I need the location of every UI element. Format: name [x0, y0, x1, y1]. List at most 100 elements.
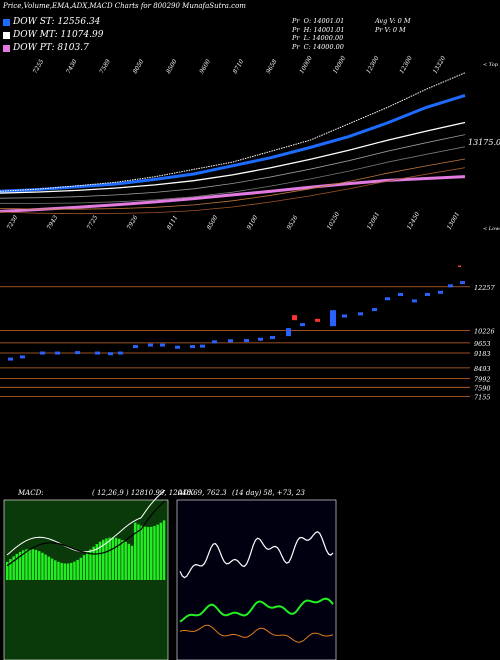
ohlc-low: L: 14000.00	[303, 34, 344, 42]
dow-st-label: DOW ST: 12556.34	[13, 17, 101, 27]
candle	[228, 339, 233, 343]
price-level-label: 7590	[474, 384, 491, 392]
top-tick-label: 8710	[232, 58, 246, 75]
dow-mt-label: DOW MT: 11074.99	[13, 30, 104, 40]
macd-histogram-bar	[146, 527, 150, 580]
macd-histogram-bar	[70, 562, 73, 580]
macd-histogram-bar	[134, 522, 137, 580]
top-tick-label: 7430	[65, 58, 79, 75]
macd-histogram-bar	[44, 554, 47, 580]
adx-values: (14 day) 58, +73, 23	[232, 489, 305, 497]
top-tick-label: 8500	[165, 58, 179, 75]
top-tick-label: 9600	[198, 58, 212, 75]
candle	[175, 345, 180, 349]
top-tick-label: 8050	[132, 58, 146, 75]
candle	[190, 345, 195, 349]
macd-histogram-bar	[92, 546, 95, 580]
price-level-label: 8493	[474, 365, 491, 373]
macd-histogram-bar	[153, 525, 156, 580]
bottom-tick-label: 12061	[366, 211, 382, 231]
brand-text: MunafaSutra.com	[182, 2, 246, 10]
candle	[118, 351, 123, 355]
macd-histogram-bar	[98, 541, 102, 580]
adx-line	[179, 530, 334, 579]
top-tick-label: 13320	[432, 55, 448, 75]
candle	[458, 265, 461, 267]
macd-histogram-bar	[105, 538, 108, 580]
candle	[425, 292, 430, 296]
bottom-tick-label: 12450	[406, 211, 422, 231]
candle	[55, 351, 60, 355]
price-level-label: 7155	[474, 394, 491, 402]
macd-histogram-bar	[82, 555, 86, 580]
ohlc-row: Pr H: 14001.01	[292, 26, 345, 35]
macd-histogram-bar	[18, 551, 22, 580]
envelope-line	[0, 158, 466, 210]
macd-histogram-bar	[118, 538, 121, 580]
dow-pt-label: DOW PT: 8103.7	[13, 43, 89, 53]
macd-histogram-bar	[111, 537, 115, 580]
bottom-tick-label: 7943	[46, 214, 60, 231]
macd-histogram-bar	[25, 549, 28, 580]
macd-histogram-bar	[41, 552, 44, 580]
macd-histogram-bar	[34, 549, 38, 580]
macd-histogram-bar	[89, 549, 92, 580]
top-tag: < Top	[483, 62, 499, 68]
price-line	[0, 72, 466, 192]
ohlc-key: Pr	[292, 25, 300, 34]
macd-histogram-bar	[12, 556, 15, 580]
ohlc-close: C: 14000.00	[303, 42, 344, 51]
ohlc-key: Pr	[292, 34, 300, 42]
macd-histogram-bar	[156, 524, 159, 580]
envelope-line	[0, 167, 466, 215]
dow-pt-swatch	[3, 44, 10, 52]
envelope-line	[0, 134, 466, 199]
candle	[108, 352, 113, 356]
top-tick-label: 9658	[265, 58, 279, 75]
macd-histogram-bar	[108, 537, 111, 580]
candle	[385, 297, 390, 301]
ohlc-row: Pr O: 14001.01	[292, 17, 345, 26]
macd-histogram-bar	[73, 561, 76, 580]
macd-histogram-bar	[159, 522, 163, 580]
price-level-label: 10226	[474, 328, 495, 336]
candle	[258, 337, 263, 341]
candle	[448, 284, 453, 288]
macd-histogram-bar	[57, 561, 60, 580]
macd-histogram-bar	[66, 563, 70, 580]
candle	[133, 345, 138, 349]
macd-histogram-bar	[150, 526, 153, 580]
candle	[300, 323, 305, 327]
macd-histogram-bar	[28, 548, 31, 580]
candle	[315, 318, 320, 322]
macd-values: ( 12,26,9 ) 12810.99, 12048.69, 762.3	[92, 489, 227, 497]
macd-histogram-bar	[50, 558, 54, 580]
bottom-tick-label: 7230	[6, 214, 20, 231]
candle	[358, 312, 363, 316]
macd-histogram-bar	[102, 539, 105, 580]
ema-line-dow-st	[0, 93, 466, 193]
bottom-tick-label: 7926	[126, 214, 140, 231]
candle	[412, 299, 417, 303]
candle	[372, 308, 377, 312]
bottom-tick-label: 10250	[326, 211, 342, 231]
bottom-tick-label: 8500	[206, 214, 220, 231]
ohlc-high: H: 14001.01	[303, 25, 345, 34]
candle	[330, 310, 336, 327]
candle	[200, 344, 205, 348]
candle	[160, 343, 165, 347]
macd-histogram-bar	[60, 562, 63, 580]
bottom-tick-label: 13001	[446, 211, 462, 231]
adx-label: ADX	[178, 489, 194, 497]
ohlc-open: O: 14001.01	[303, 17, 345, 25]
dow-st-swatch	[3, 18, 10, 26]
dow-mt-legend: DOW MT: 11074.99	[3, 30, 103, 40]
macd-histogram-bar	[38, 551, 41, 580]
price-tag: 13175.00	[468, 138, 500, 147]
price-level-label: 12257	[474, 284, 496, 292]
candle	[292, 315, 297, 321]
ema-line-dow-mt	[0, 121, 466, 194]
macd-histogram-bar	[9, 559, 12, 580]
pr-volume: Pr V: 0 M	[375, 25, 406, 34]
macd-histogram-bar	[63, 563, 67, 580]
